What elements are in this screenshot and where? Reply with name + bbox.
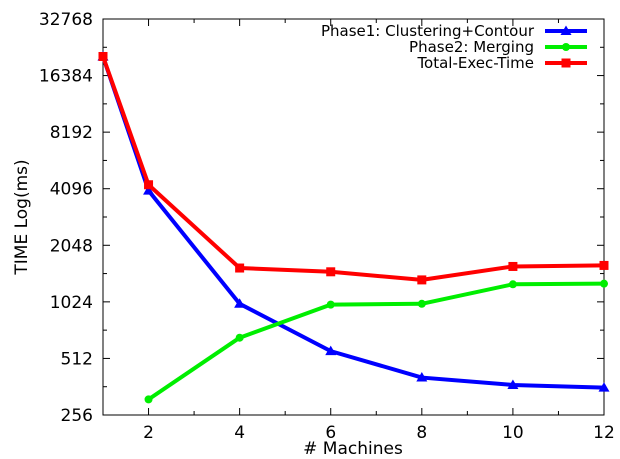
data-point	[326, 300, 335, 309]
data-point	[598, 382, 610, 392]
y-axis: 256 512 1024 2048 4096 8192 16384 32768	[39, 10, 604, 426]
series-triangle	[97, 50, 610, 392]
x-tick-label: 2	[143, 423, 154, 443]
series-line	[101, 55, 605, 282]
series-line	[101, 55, 605, 390]
series-line	[147, 281, 605, 402]
data-point	[325, 345, 337, 356]
y-tick-label: 4096	[50, 180, 93, 200]
x-axis: 2 4 6 8 10 12	[102, 19, 615, 443]
legend-label: Phase1: Clustering+Contour	[321, 22, 535, 40]
x-tick-label: 4	[234, 423, 245, 443]
x-axis-title: # Machines	[303, 439, 403, 459]
x-tick-label: 12	[593, 423, 615, 443]
data-point	[417, 275, 427, 285]
legend-label: Phase2: Merging	[409, 38, 534, 56]
data-point	[507, 379, 519, 389]
y-tick-label: 256	[61, 406, 93, 426]
data-point	[599, 260, 609, 270]
series-square	[98, 51, 609, 285]
legend-marker	[560, 25, 572, 35]
y-tick-label: 2048	[50, 236, 93, 256]
data-point	[600, 279, 608, 288]
series-layer	[97, 50, 610, 404]
y-tick-label: 1024	[50, 293, 93, 313]
plot-frame	[102, 18, 605, 416]
legend-marker	[562, 43, 570, 51]
y-tick-label: 8192	[50, 123, 93, 143]
legend-label: Total-Exec-Time	[416, 54, 534, 72]
series-circle	[144, 279, 608, 404]
data-point	[235, 333, 244, 342]
y-tick-label: 512	[61, 349, 93, 369]
data-point	[144, 180, 154, 190]
x-tick-label: 6	[325, 423, 336, 443]
data-point	[508, 280, 517, 289]
data-point	[508, 261, 518, 271]
data-point	[143, 185, 155, 195]
data-point	[326, 267, 336, 277]
legend-marker	[561, 58, 571, 68]
data-point	[144, 395, 153, 404]
data-point	[235, 263, 245, 273]
data-point	[234, 298, 246, 308]
y-tick-label: 16384	[39, 67, 93, 87]
y-axis-title: TIME Log(ms)	[12, 159, 32, 275]
data-point	[98, 51, 108, 61]
y-tick-label: 32768	[39, 10, 93, 30]
x-tick-label: 10	[502, 423, 524, 443]
data-point	[417, 299, 426, 308]
data-point	[416, 372, 428, 382]
x-tick-label: 8	[416, 423, 427, 443]
